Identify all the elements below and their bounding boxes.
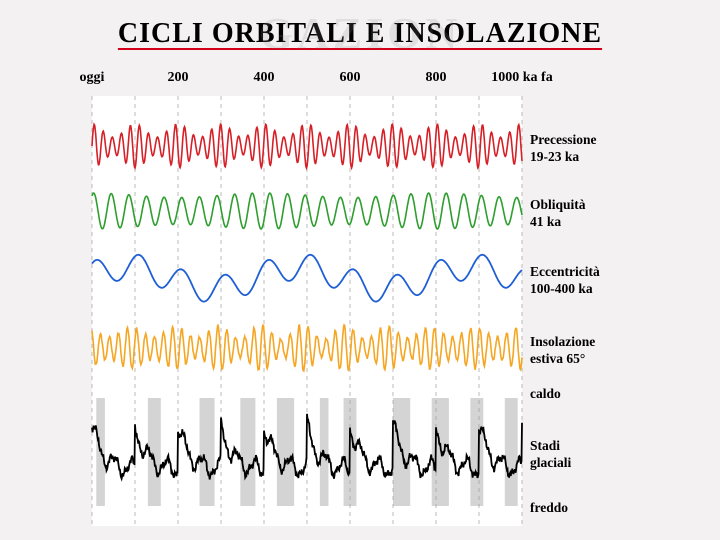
xtick-400: 400 <box>254 70 275 86</box>
series-obliquita <box>92 186 522 236</box>
xtick-1000: 1000 ka fa <box>491 70 552 86</box>
xtick-0: oggi <box>80 70 105 86</box>
chart-container: oggi 200 400 600 800 1000 ka fa Precessione19… <box>62 70 662 530</box>
label-obliquita: Obliquità41 ka <box>530 197 586 231</box>
xtick-600: 600 <box>340 70 361 86</box>
x-axis: oggi2004006008001000 ka fa <box>92 70 652 96</box>
series-eccentricita <box>92 248 522 308</box>
series-stadi <box>92 398 522 506</box>
label-eccentricita: Eccentricità100-400 ka <box>530 264 600 298</box>
label-precessione: Precessione19-23 ka <box>530 132 596 166</box>
label-insolazione: Insolazioneestiva 65° <box>530 334 595 368</box>
series-insolazione <box>92 320 522 376</box>
xtick-200: 200 <box>168 70 189 86</box>
xtick-800: 800 <box>426 70 447 86</box>
label-stadi: Stadiglaciali <box>530 438 571 472</box>
label-stadi-top: caldo <box>530 386 561 403</box>
series-precessione <box>92 118 522 174</box>
page-title: CICLI ORBITALI E INSOLAZIONE <box>0 0 720 50</box>
label-stadi-bottom: freddo <box>530 500 568 517</box>
